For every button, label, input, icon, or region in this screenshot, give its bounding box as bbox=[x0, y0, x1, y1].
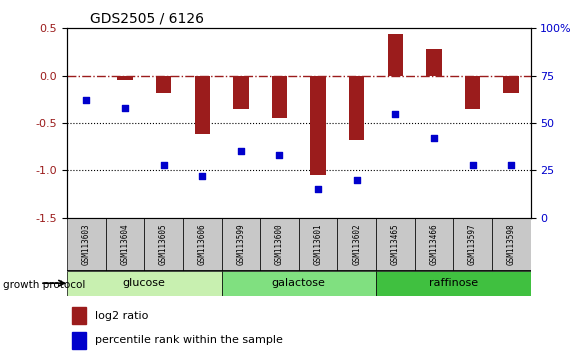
Bar bbox=[222, 271, 376, 296]
Text: GSM113601: GSM113601 bbox=[314, 223, 322, 265]
Bar bbox=[310, 76, 326, 175]
Text: glucose: glucose bbox=[123, 278, 166, 288]
Text: GSM113597: GSM113597 bbox=[468, 223, 477, 265]
Point bbox=[275, 152, 284, 158]
Point bbox=[198, 173, 207, 179]
Point bbox=[468, 162, 477, 167]
Point bbox=[236, 149, 245, 154]
Bar bbox=[492, 218, 531, 271]
Bar bbox=[504, 76, 519, 93]
Text: GSM113605: GSM113605 bbox=[159, 223, 168, 265]
Bar bbox=[426, 49, 442, 76]
Text: raffinose: raffinose bbox=[429, 278, 478, 288]
Bar bbox=[156, 76, 171, 93]
Bar bbox=[222, 218, 260, 271]
Point bbox=[391, 111, 400, 116]
Text: log2 ratio: log2 ratio bbox=[95, 310, 148, 321]
Bar bbox=[465, 76, 480, 109]
Text: galactose: galactose bbox=[272, 278, 326, 288]
Bar bbox=[183, 218, 222, 271]
Bar bbox=[415, 218, 453, 271]
Bar bbox=[67, 218, 106, 271]
Bar bbox=[349, 76, 364, 140]
Bar bbox=[67, 271, 222, 296]
Bar bbox=[272, 76, 287, 118]
Point bbox=[120, 105, 129, 111]
Bar bbox=[260, 218, 298, 271]
Text: GDS2505 / 6126: GDS2505 / 6126 bbox=[90, 12, 204, 26]
Point bbox=[159, 162, 168, 167]
Point bbox=[507, 162, 516, 167]
Bar bbox=[117, 76, 133, 80]
Point bbox=[314, 187, 323, 192]
Text: percentile rank within the sample: percentile rank within the sample bbox=[95, 335, 283, 345]
Text: GSM113466: GSM113466 bbox=[430, 223, 438, 265]
Bar bbox=[72, 307, 86, 324]
Point bbox=[429, 135, 438, 141]
Text: GSM113603: GSM113603 bbox=[82, 223, 91, 265]
Bar bbox=[376, 218, 415, 271]
Bar bbox=[195, 76, 210, 135]
Bar bbox=[106, 218, 144, 271]
Bar bbox=[298, 218, 338, 271]
Text: growth protocol: growth protocol bbox=[3, 280, 85, 290]
Text: GSM113598: GSM113598 bbox=[507, 223, 516, 265]
Text: GSM113602: GSM113602 bbox=[352, 223, 361, 265]
Point bbox=[82, 97, 91, 103]
Point bbox=[352, 177, 361, 183]
Text: GSM113600: GSM113600 bbox=[275, 223, 284, 265]
Bar bbox=[144, 218, 183, 271]
Bar bbox=[454, 218, 492, 271]
Text: GSM113599: GSM113599 bbox=[236, 223, 245, 265]
Text: GSM113465: GSM113465 bbox=[391, 223, 400, 265]
Bar bbox=[376, 271, 531, 296]
Bar bbox=[72, 332, 86, 348]
Bar bbox=[233, 76, 248, 109]
Bar bbox=[388, 34, 403, 76]
Text: GSM113606: GSM113606 bbox=[198, 223, 207, 265]
Bar bbox=[338, 218, 376, 271]
Text: GSM113604: GSM113604 bbox=[121, 223, 129, 265]
